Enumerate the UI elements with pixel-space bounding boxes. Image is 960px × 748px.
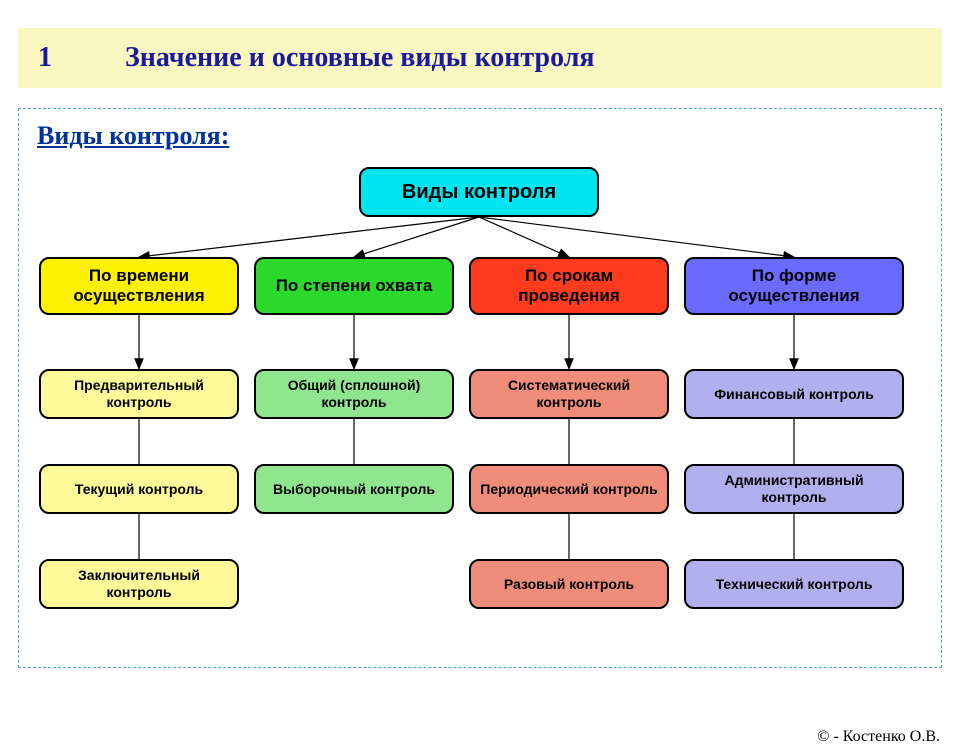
leaf-node: Заключительный контроль xyxy=(39,559,239,609)
root-node: Виды контроля xyxy=(359,167,599,217)
leaf-node: Разовый контроль xyxy=(469,559,669,609)
leaf-node: Выборочный контроль xyxy=(254,464,454,514)
slide-title: Значение и основные виды контроля xyxy=(125,42,595,73)
leaf-node: Финансовый контроль xyxy=(684,369,904,419)
leaf-node: Общий (сплошной) контроль xyxy=(254,369,454,419)
category-node: По степени охвата xyxy=(254,257,454,315)
footer-credit: © - Костенко О.В. xyxy=(817,728,940,746)
category-node: По форме осуществления xyxy=(684,257,904,315)
leaf-node: Периодический контроль xyxy=(469,464,669,514)
leaf-node: Текущий контроль xyxy=(39,464,239,514)
section-title: Виды контроля: xyxy=(37,121,927,151)
category-node: По срокам проведения xyxy=(469,257,669,315)
slide-header: 1 Значение и основные виды контроля xyxy=(18,28,942,88)
leaf-node: Административный контроль xyxy=(684,464,904,514)
slide-number: 1 xyxy=(38,42,118,74)
leaf-node: Технический контроль xyxy=(684,559,904,609)
leaf-node: Предварительный контроль xyxy=(39,369,239,419)
category-node: По времени осуществления xyxy=(39,257,239,315)
leaf-node: Систематический контроль xyxy=(469,369,669,419)
content-frame: Виды контроля: Виды контроля По времени о… xyxy=(18,108,942,668)
